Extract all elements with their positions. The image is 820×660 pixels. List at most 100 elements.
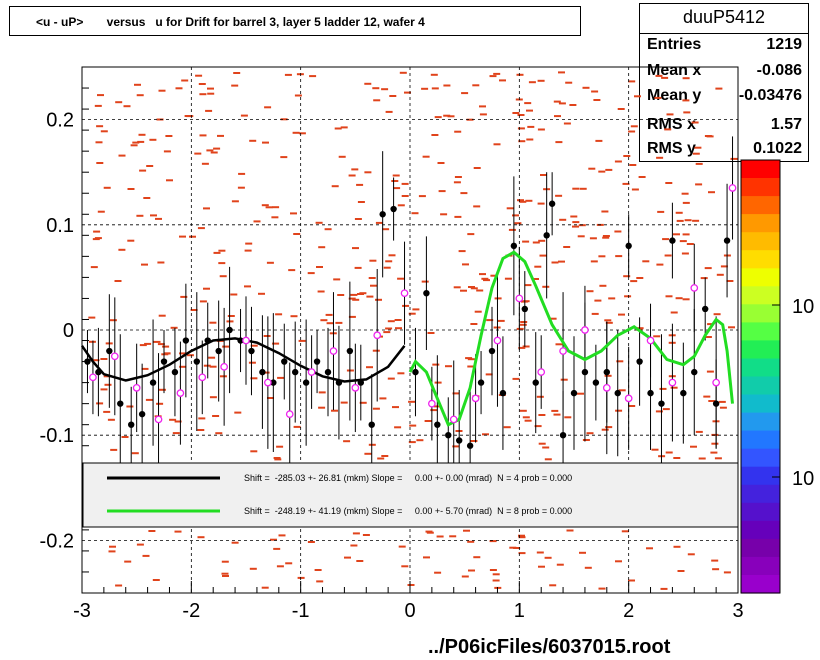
- heat-cell: [682, 298, 690, 301]
- heat-cell: [497, 319, 505, 322]
- heat-cell: [175, 87, 183, 90]
- palette-cell: [741, 394, 780, 414]
- heat-cell: [157, 343, 165, 346]
- heat-cell: [136, 94, 144, 97]
- heat-cell: [179, 352, 187, 355]
- heat-cell: [318, 246, 326, 249]
- heat-cell: [605, 168, 613, 171]
- heat-cell: [690, 445, 697, 448]
- data-point: [488, 347, 496, 355]
- heat-cell: [524, 284, 532, 287]
- heat-cell: [94, 237, 102, 240]
- heat-cell: [713, 313, 721, 316]
- data-point: [193, 358, 200, 365]
- heat-cell: [362, 534, 370, 536]
- heat-cell: [559, 218, 567, 221]
- heat-cell: [292, 131, 300, 134]
- heat-cell: [201, 162, 209, 165]
- heat-cell: [582, 86, 590, 89]
- heat-cell: [461, 575, 469, 578]
- heat-cell: [114, 280, 122, 282]
- heat-cell: [356, 183, 364, 186]
- data-point: [445, 432, 452, 439]
- data-point: [248, 347, 255, 355]
- heat-cell: [493, 143, 501, 146]
- heat-cell: [108, 550, 116, 553]
- heat-cell: [273, 547, 281, 550]
- heat-cell: [608, 297, 616, 300]
- heat-cell: [258, 292, 265, 295]
- data-point: [204, 337, 211, 344]
- data-point: [226, 326, 233, 334]
- axis-layer: -3 -2 -1 0 1 2 3 -0.2 -0.1 0 0.1 0.2: [40, 66, 744, 622]
- palette-cell: [741, 268, 780, 287]
- heat-cell: [149, 138, 157, 141]
- heat-cell: [137, 140, 145, 143]
- heat-cell: [297, 576, 305, 579]
- heat-cell: [519, 323, 527, 326]
- heat-cell: [582, 439, 590, 441]
- heat-cell: [602, 235, 610, 237]
- palette-cell: [741, 322, 780, 341]
- data-point: [237, 337, 244, 344]
- heat-cell: [109, 319, 117, 322]
- palette-cell: [741, 358, 780, 378]
- heat-cell: [189, 235, 196, 238]
- heat-cell: [408, 441, 416, 444]
- heat-cell: [158, 314, 166, 317]
- heat-cell: [210, 151, 218, 154]
- palette-cell: [741, 556, 780, 576]
- heat-cell: [352, 298, 360, 301]
- heat-cell: [397, 204, 405, 207]
- palette-frame: [740, 159, 781, 594]
- heat-cell: [431, 87, 439, 90]
- heat-cell: [238, 172, 246, 175]
- heat-cell: [331, 185, 339, 188]
- heat-cell: [716, 273, 724, 276]
- heat-cell: [563, 246, 571, 248]
- heat-cell: [418, 195, 426, 198]
- data-point: [434, 421, 441, 428]
- data-point: [680, 389, 687, 397]
- heat-cell: [344, 556, 351, 559]
- heat-cell: [504, 277, 512, 280]
- heat-cell: [96, 125, 104, 128]
- heat-cell: [231, 84, 239, 87]
- heat-cell: [664, 254, 672, 257]
- heat-cell: [432, 363, 440, 366]
- heat-cell: [276, 445, 284, 448]
- heat-cell: [88, 340, 96, 343]
- heat-cell: [489, 540, 497, 543]
- data-point-open: [471, 394, 480, 403]
- palette-cell: [741, 448, 780, 468]
- heat-cell: [519, 200, 527, 203]
- heat-cell: [617, 108, 625, 110]
- heat-cell: [375, 298, 382, 301]
- y-tick-label: -0.1: [40, 425, 74, 447]
- heat-cell: [174, 420, 182, 423]
- heat-cell: [730, 157, 738, 160]
- palette-cell: [741, 484, 780, 504]
- data-point-open: [351, 384, 360, 392]
- data-point: [346, 347, 354, 355]
- heat-cell: [577, 235, 585, 238]
- heat-cell: [391, 180, 399, 182]
- heat-cell: [526, 109, 533, 112]
- heat-cell: [528, 81, 536, 84]
- heat-cell: [708, 400, 716, 402]
- heat-cell: [473, 556, 481, 559]
- heat-cell: [199, 300, 207, 303]
- heat-cell: [338, 155, 346, 158]
- data-point: [281, 358, 288, 365]
- heat-cell: [145, 398, 153, 401]
- heat-cell: [434, 571, 442, 574]
- heat-cell: [538, 239, 546, 242]
- heat-cell: [331, 409, 338, 412]
- heat-cell: [401, 182, 409, 185]
- data-point: [357, 379, 364, 386]
- heat-cell: [138, 133, 146, 136]
- heat-cell: [483, 279, 490, 282]
- heat-cell: [577, 392, 584, 395]
- heat-cell: [516, 327, 524, 330]
- heat-cell: [718, 400, 726, 403]
